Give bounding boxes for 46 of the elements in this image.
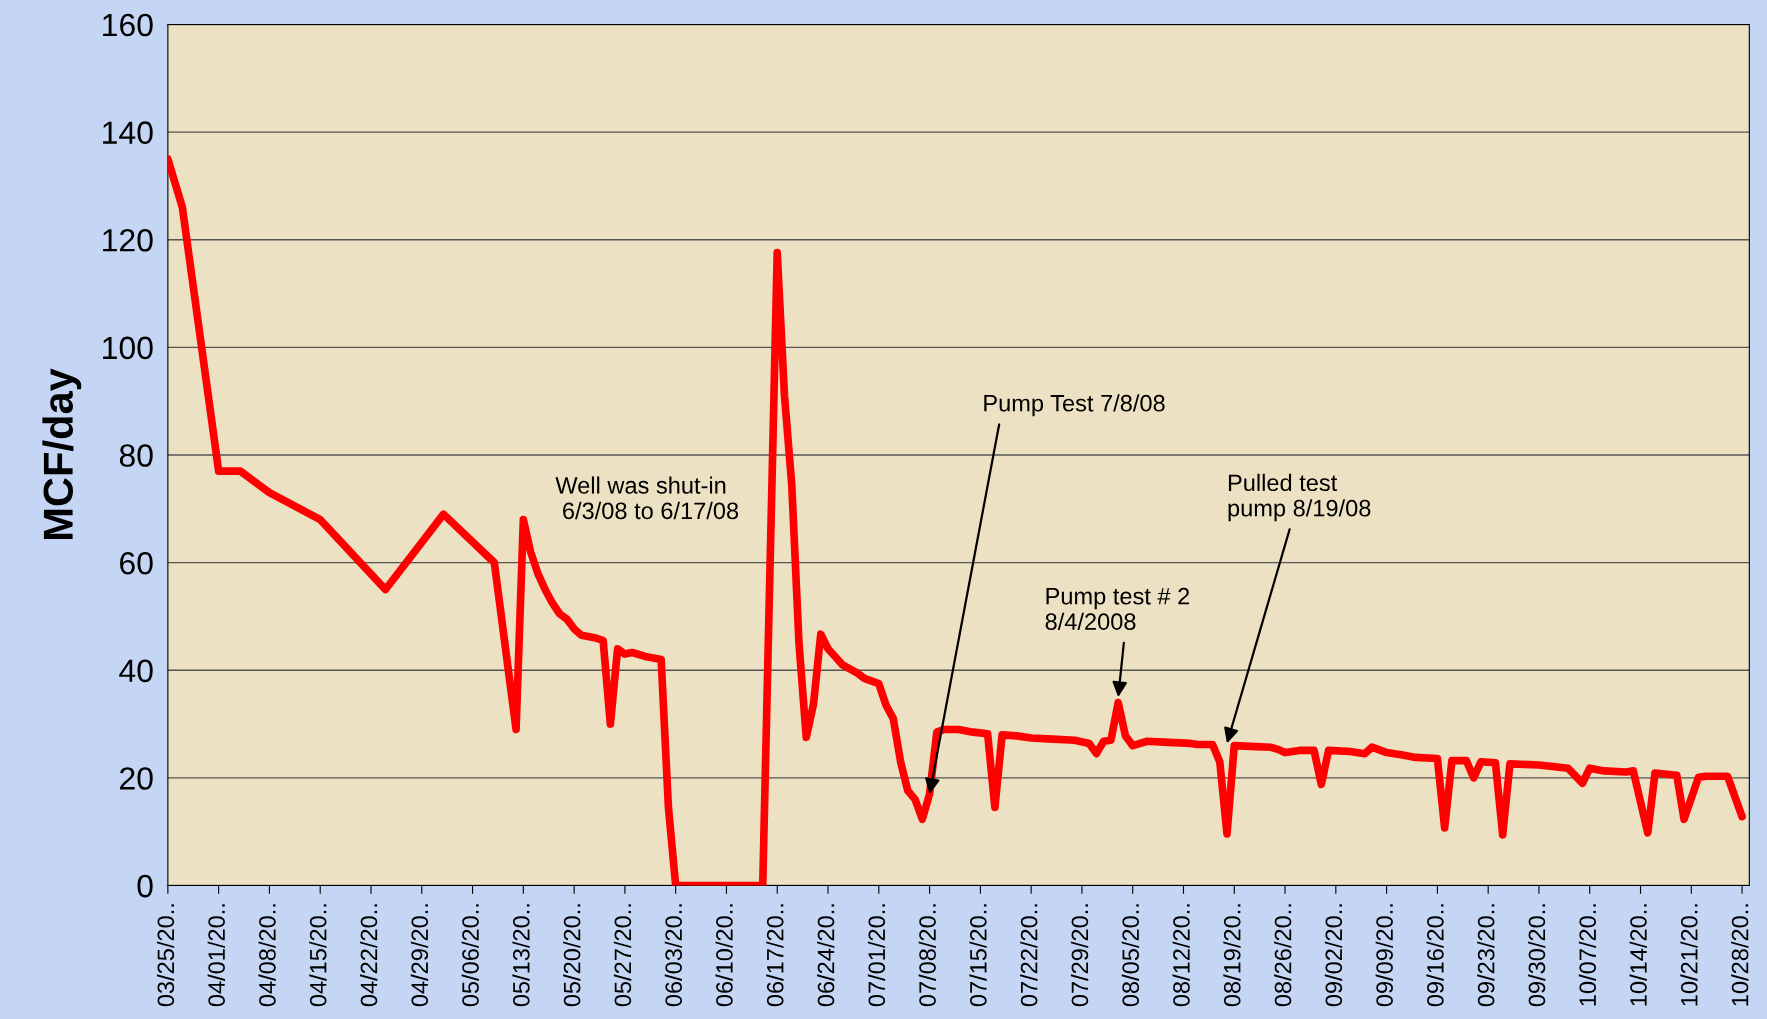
x-tick-label: 07/01/20.. xyxy=(867,904,886,1007)
x-tick-label: 09/30/20.. xyxy=(1527,904,1546,1007)
x-tick-label: 04/22/20.. xyxy=(359,904,378,1007)
annotation: Pump Test 7/8/08 xyxy=(984,394,1165,417)
annotation: Well was shut-in 6/3/08 to 6/17/08 xyxy=(555,476,739,520)
x-tick-label: 05/27/20.. xyxy=(613,904,632,1007)
annotation: Pulled test pump 8/19/08 xyxy=(1228,473,1371,522)
y-tick-label: 120 xyxy=(103,228,153,252)
x-tick-label: 07/29/20.. xyxy=(1070,904,1089,1007)
x-tick-label: 05/20/20.. xyxy=(563,904,581,1007)
x-tick-label: 06/10/20.. xyxy=(715,904,733,1007)
x-tick-label: 04/29/20.. xyxy=(410,904,429,1007)
x-tick-label: 06/17/20.. xyxy=(766,904,784,1007)
annotation: Pump test # 2 8/4/2008 xyxy=(1045,587,1190,630)
x-tick-label: 09/02/20.. xyxy=(1324,904,1343,1007)
y-tick-label: 0 xyxy=(137,874,153,898)
x-tick-label: 05/13/20.. xyxy=(512,904,530,1007)
y-tick-label: 60 xyxy=(120,551,153,575)
x-tick-label: 08/26/20.. xyxy=(1274,904,1292,1007)
x-tick-label: 10/21/20.. xyxy=(1680,904,1698,1006)
x-tick-label: 08/05/20.. xyxy=(1121,904,1140,1007)
y-tick-label: 80 xyxy=(119,444,153,467)
y-tick-label: 100 xyxy=(103,336,153,360)
x-tick-label: 06/03/20.. xyxy=(664,904,683,1007)
x-tick-label: 09/23/20.. xyxy=(1477,904,1495,1007)
x-tick-label: 06/24/20.. xyxy=(817,904,835,1007)
x-tick-label: 04/01/20.. xyxy=(207,904,225,1007)
x-tick-label: 07/15/20.. xyxy=(969,904,987,1007)
y-tick-label: 140 xyxy=(103,121,153,144)
x-tick-label: 03/25/20.. xyxy=(156,904,175,1007)
y-tick-label: 20 xyxy=(120,767,153,790)
y-tick-label: 160 xyxy=(103,13,153,37)
x-tick-label: 07/22/20.. xyxy=(1020,904,1038,1007)
y-axis-title: MCF/day xyxy=(42,368,82,539)
x-tick-label: 09/09/20.. xyxy=(1375,904,1393,1007)
x-tick-label: 10/28/20.. xyxy=(1731,904,1749,1006)
x-tick-label: 07/08/20.. xyxy=(918,904,936,1007)
x-tick-label: 09/16/20.. xyxy=(1426,904,1444,1007)
x-tick-label: 05/06/20.. xyxy=(461,904,479,1007)
x-tick-label: 08/12/20.. xyxy=(1172,904,1190,1007)
y-tick-label: 40 xyxy=(119,659,153,683)
x-tick-label: 04/08/20.. xyxy=(258,904,276,1007)
x-tick-label: 10/14/20.. xyxy=(1629,904,1647,1006)
x-tick-label: 10/07/20.. xyxy=(1578,904,1597,1006)
x-tick-label: 04/15/20.. xyxy=(309,904,327,1007)
x-tick-label: 08/19/20.. xyxy=(1223,904,1241,1007)
